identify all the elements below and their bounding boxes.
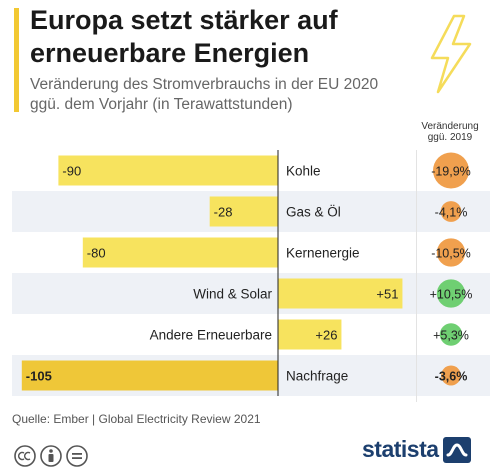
percent-label: -3,6% xyxy=(435,370,468,384)
percent-label: -19,9% xyxy=(431,165,471,179)
bar xyxy=(82,237,278,268)
bar-value-label: -28 xyxy=(214,205,233,220)
percent-circle xyxy=(441,365,461,386)
bar xyxy=(209,196,278,227)
bar-value-label: -80 xyxy=(87,246,106,261)
percent-label: +10,5% xyxy=(430,288,473,302)
percent-circle xyxy=(439,323,463,346)
by-icon xyxy=(40,445,62,467)
bar xyxy=(278,278,403,309)
page-title: Europa setzt stärker auf erneuerbare Ene… xyxy=(30,5,338,68)
bar-value-label: +51 xyxy=(376,287,398,302)
page-subtitle: Veränderung des Stromverbrauchs in der E… xyxy=(30,76,379,113)
category-label: Gas & Öl xyxy=(286,205,341,220)
row-shade xyxy=(12,273,490,314)
change-column-header: Veränderung ggü. 2019 xyxy=(410,121,490,143)
statista-logo-text: statista xyxy=(362,436,439,462)
category-label: Kohle xyxy=(286,164,321,179)
statista-logo-icon xyxy=(442,436,471,463)
percent-label: -10,5% xyxy=(431,247,471,261)
statista-logo[interactable]: statista xyxy=(362,436,471,463)
license-icons xyxy=(14,445,88,467)
bar xyxy=(278,319,342,350)
source-note: Quelle: Ember | Global Electricity Revie… xyxy=(12,412,261,426)
percent-label: -4,1% xyxy=(435,206,468,220)
percent-circle xyxy=(436,238,466,267)
bar-value-label: -105 xyxy=(26,369,52,384)
percent-circle xyxy=(433,152,469,189)
bar-value-label: +26 xyxy=(315,328,337,343)
change-column-header-line1: Veränderung xyxy=(421,121,479,132)
percent-circle xyxy=(436,279,466,308)
column-divider xyxy=(416,150,417,402)
change-column-header-line2: ggü. 2019 xyxy=(427,132,473,143)
category-label: Andere Erneuerbare xyxy=(150,328,272,343)
bar xyxy=(21,360,279,391)
category-label: Nachfrage xyxy=(286,369,348,384)
bar-value-label: -90 xyxy=(62,164,81,179)
lightning-bolt-icon xyxy=(430,14,472,94)
cc-icon xyxy=(14,445,36,467)
nd-icon xyxy=(66,445,88,467)
percent-circle xyxy=(440,201,462,222)
bar xyxy=(58,155,279,186)
category-label: Kernenergie xyxy=(286,246,360,261)
category-label: Wind & Solar xyxy=(193,287,272,302)
percent-label: +5,3% xyxy=(433,329,469,343)
title-accent-bar xyxy=(14,8,19,112)
